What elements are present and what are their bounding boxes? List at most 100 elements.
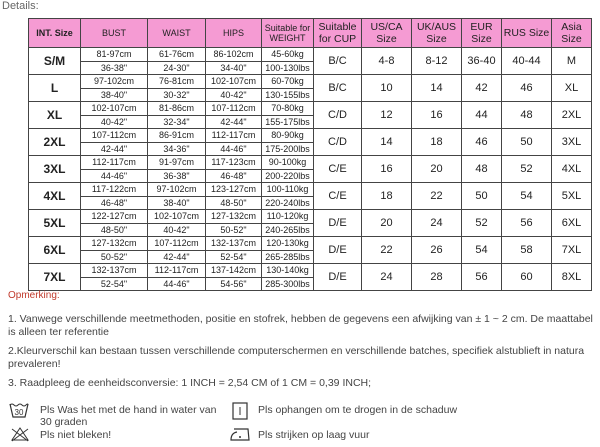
- cell: 54: [461, 236, 502, 264]
- table-row: 50-52" 42-44" 52-54" 265-285lbs: [29, 249, 592, 264]
- cell: 40-42": [147, 222, 206, 237]
- table-row: 5XL 122-127cm 102-107cm 127-132cm 110-120kg D…: [28, 209, 592, 237]
- table-row: XL 102-107cm 81-86cm 107-112cm 70-80kg C/D 12 1…: [28, 101, 592, 129]
- cell: S/M: [28, 47, 81, 75]
- table-row: L 97-102cm 76-81cm 102-107cm 60-70kg B/C 10 14 4…: [28, 74, 592, 102]
- no-bleach-icon: [11, 427, 29, 442]
- cell: 3XL: [551, 128, 592, 156]
- cell: 24: [361, 263, 412, 291]
- cell: 24: [411, 209, 462, 237]
- header-3: HIPS: [205, 18, 262, 48]
- table-row: 6XL 127-132cm 107-112cm 132-137cm 120-130kg D…: [28, 236, 592, 264]
- cell: 56: [461, 263, 502, 291]
- cell: 6XL: [28, 236, 81, 264]
- cell: 2XL: [551, 101, 592, 129]
- cell: 80-90kg: [261, 128, 314, 143]
- cell: 16: [361, 155, 412, 183]
- cell: 123-127cm: [205, 182, 262, 197]
- cell: 112-117cm: [147, 263, 206, 278]
- cell: 30-32": [147, 87, 206, 102]
- cell: 117-123cm: [205, 155, 262, 170]
- cell: 56: [501, 209, 552, 237]
- cell: 42-44": [80, 141, 148, 156]
- header-4: Suitable for WEIGHT: [261, 18, 314, 48]
- cell: 137-142cm: [205, 263, 262, 278]
- cell: 81-86cm: [147, 101, 206, 116]
- cell: 46-48": [80, 195, 148, 210]
- cell: 44-46": [147, 276, 206, 291]
- cell: 8-12: [411, 47, 462, 75]
- cell: 36-38": [80, 60, 148, 75]
- table-row: 3XL 112-117cm 91-97cm 117-123cm 90-100kg C/E 1…: [28, 155, 592, 183]
- cell: 54: [501, 182, 552, 210]
- cell: 24-30": [147, 60, 206, 75]
- cell: 20: [411, 155, 462, 183]
- cell: 81-97cm: [80, 47, 148, 62]
- cell: 20: [361, 209, 412, 237]
- cell: 42-44": [205, 114, 262, 129]
- cell: 54-56": [205, 276, 262, 291]
- cell: 50-52": [205, 222, 262, 237]
- hang-dry-icon: [232, 402, 248, 420]
- cell: C/E: [313, 155, 362, 183]
- cell: 10: [361, 74, 412, 102]
- header-1: BUST: [80, 18, 148, 48]
- care-no-bleach: Pls niet bleken!: [40, 429, 112, 441]
- table-row: 40-42" 32-34" 42-44" 155-175lbs: [29, 114, 592, 129]
- cell: 86-102cm: [205, 47, 262, 62]
- cell: 4XL: [28, 182, 81, 210]
- header-10: Asia Size: [551, 18, 592, 48]
- cell: 70-80kg: [261, 101, 314, 116]
- cell: 52: [461, 209, 502, 237]
- cell: 200-220lbs: [261, 168, 314, 183]
- cell: XL: [551, 74, 592, 102]
- cell: 107-112cm: [147, 236, 206, 251]
- header-9: RUS Size: [501, 18, 552, 48]
- cell: 44: [461, 101, 502, 129]
- cell: 46: [461, 128, 502, 156]
- cell: 52-54": [80, 276, 148, 291]
- cell: 40-42": [205, 87, 262, 102]
- cell: 60-70kg: [261, 74, 314, 89]
- cell: 42-44": [147, 249, 206, 264]
- cell: 3XL: [28, 155, 81, 183]
- cell: 155-175lbs: [261, 114, 314, 129]
- cell: 44-46": [80, 168, 148, 183]
- cell: 48-50": [205, 195, 262, 210]
- cell: 5XL: [551, 182, 592, 210]
- svg-text:30: 30: [15, 408, 24, 417]
- cell: 46: [501, 74, 552, 102]
- cell: 127-132cm: [205, 209, 262, 224]
- cell: 52: [501, 155, 552, 183]
- cell: 36-40: [461, 47, 502, 75]
- cell: 22: [361, 236, 412, 264]
- table-row: 7XL 132-137cm 112-117cm 137-142cm 130-140kg D…: [28, 263, 592, 291]
- size-chart-table: INT. Size BUST WAIST HIPS Suitable for WEIGH…: [28, 18, 592, 291]
- cell: 285-300lbs: [261, 276, 314, 291]
- cell: 102-107cm: [80, 101, 148, 116]
- cell: 97-102cm: [147, 182, 206, 197]
- note-3: 3. Raadpleeg de eenheidsconversie: 1 INC…: [8, 377, 372, 389]
- cell: 40-44: [501, 47, 552, 75]
- care-hang-dry: Pls ophangen om te drogen in de schaduw: [258, 404, 458, 416]
- cell: 175-200lbs: [261, 141, 314, 156]
- cell: D/E: [313, 209, 362, 237]
- cell: 2XL: [28, 128, 81, 156]
- cell: 16: [411, 101, 462, 129]
- cell: 86-91cm: [147, 128, 206, 143]
- cell: 50: [501, 128, 552, 156]
- cell: 38-40": [80, 87, 148, 102]
- cell: 18: [411, 128, 462, 156]
- cell: 40-42": [80, 114, 148, 129]
- cell: 130-155lbs: [261, 87, 314, 102]
- cell: 28: [411, 263, 462, 291]
- cell: 127-132cm: [80, 236, 148, 251]
- cell: 112-117cm: [80, 155, 148, 170]
- cell: 7XL: [28, 263, 81, 291]
- cell: 18: [361, 182, 412, 210]
- cell: 240-265lbs: [261, 222, 314, 237]
- table-row: 52-54" 44-46" 54-56" 285-300lbs: [29, 276, 592, 291]
- cell: D/E: [313, 263, 362, 291]
- header-7: UK/AUS Size: [411, 18, 462, 48]
- cell: 8XL: [551, 263, 592, 291]
